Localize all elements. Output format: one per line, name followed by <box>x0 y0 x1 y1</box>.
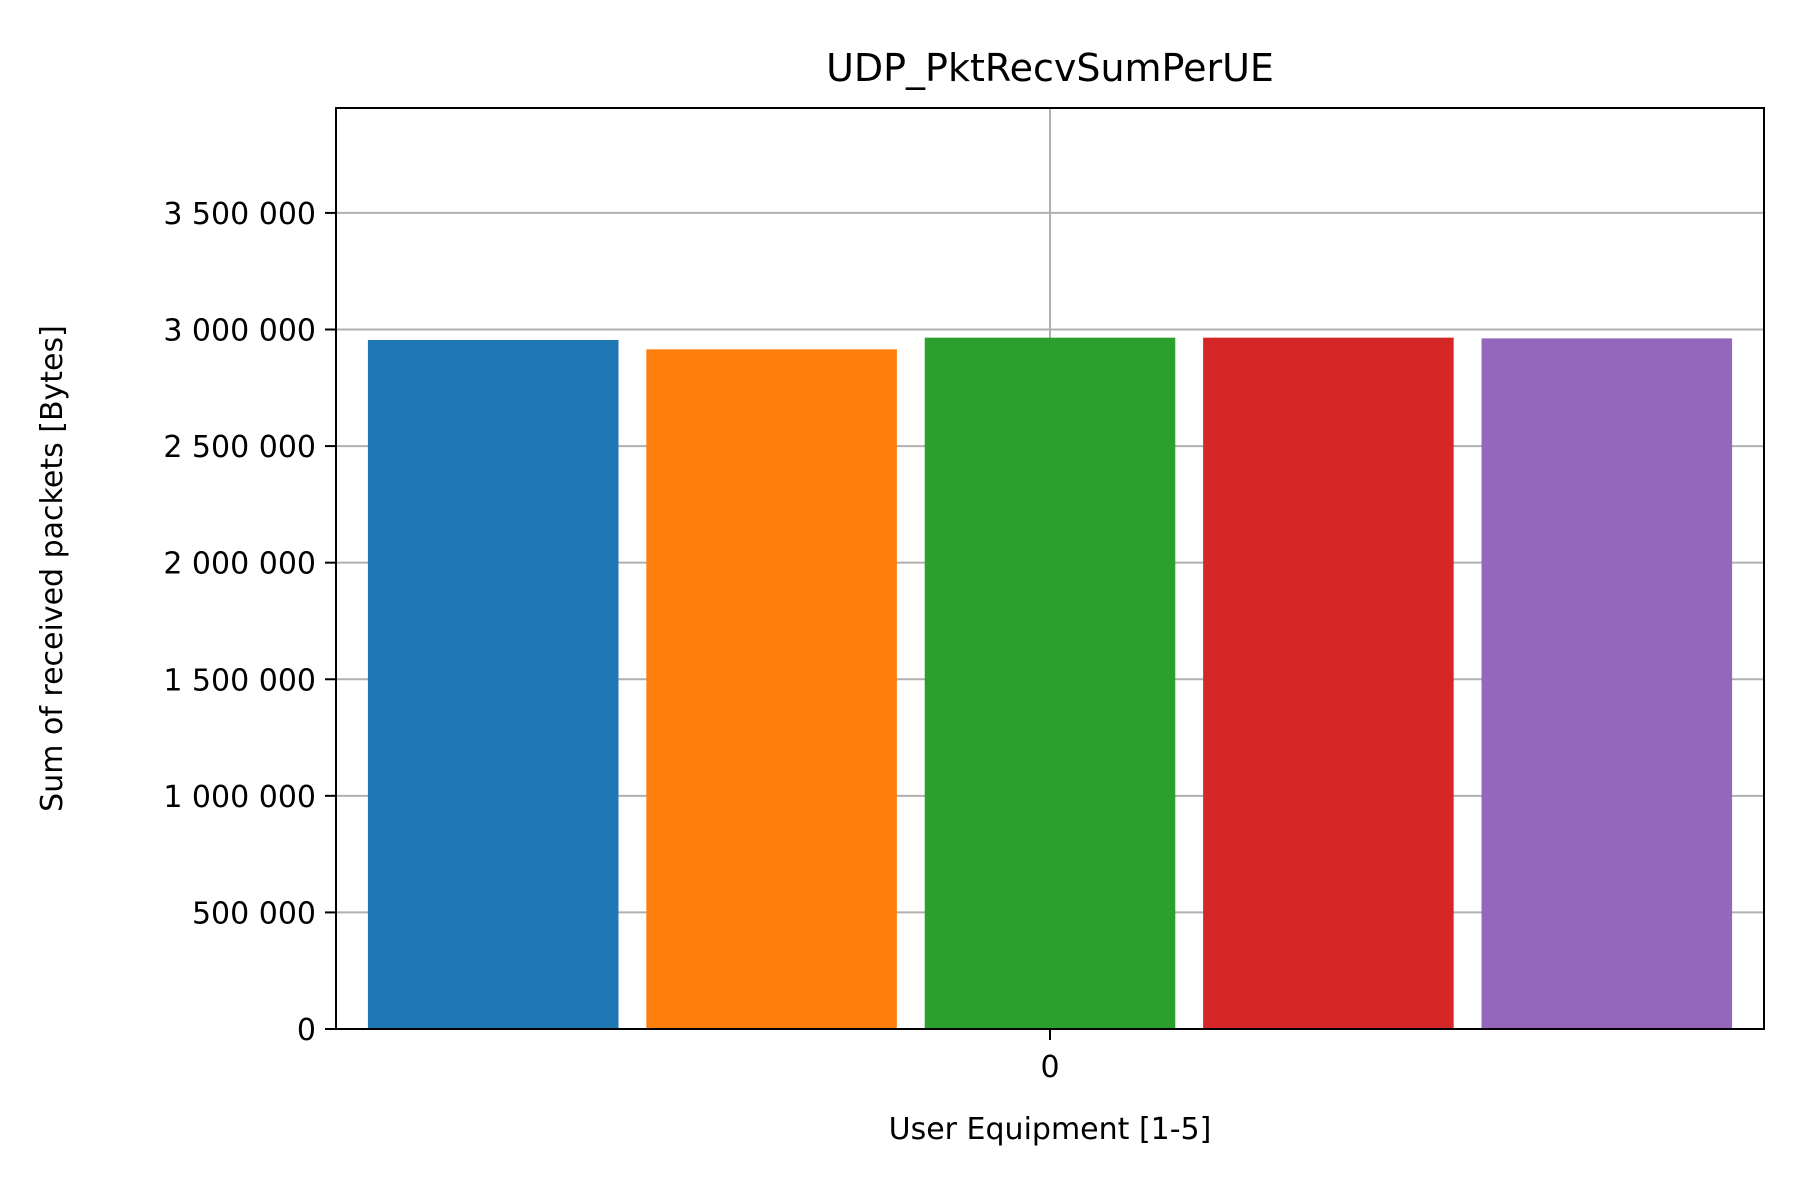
bar-ue-2 <box>646 349 897 1029</box>
y-tick-label: 2 500 000 <box>163 430 316 465</box>
chart-title: UDP_PktRecvSumPerUE <box>826 46 1274 90</box>
bar-ue-4 <box>1203 337 1454 1029</box>
bar-ue-3 <box>924 337 1176 1029</box>
y-tick-label: 2 000 000 <box>163 547 316 582</box>
y-axis-label: Sum of received packets [Bytes] <box>35 325 70 812</box>
y-tick-label: 3 500 000 <box>163 197 316 232</box>
bars <box>367 337 1733 1029</box>
y-tick-label: 1 500 000 <box>163 663 316 698</box>
y-tick-label: 500 000 <box>192 896 316 931</box>
bar-ue-1 <box>367 339 619 1029</box>
axis-ticks: 0 500 000 1 000 000 1 500 000 2 000 000 2 500… <box>163 197 1059 1085</box>
x-axis-label: User Equipment [1-5] <box>889 1112 1212 1147</box>
bar-ue-5 <box>1481 338 1733 1029</box>
x-tick-label: 0 <box>1040 1050 1059 1085</box>
y-tick-label: 0 <box>297 1013 316 1048</box>
y-tick-label: 3 000 000 <box>163 314 316 349</box>
y-tick-label: 1 000 000 <box>163 780 316 815</box>
